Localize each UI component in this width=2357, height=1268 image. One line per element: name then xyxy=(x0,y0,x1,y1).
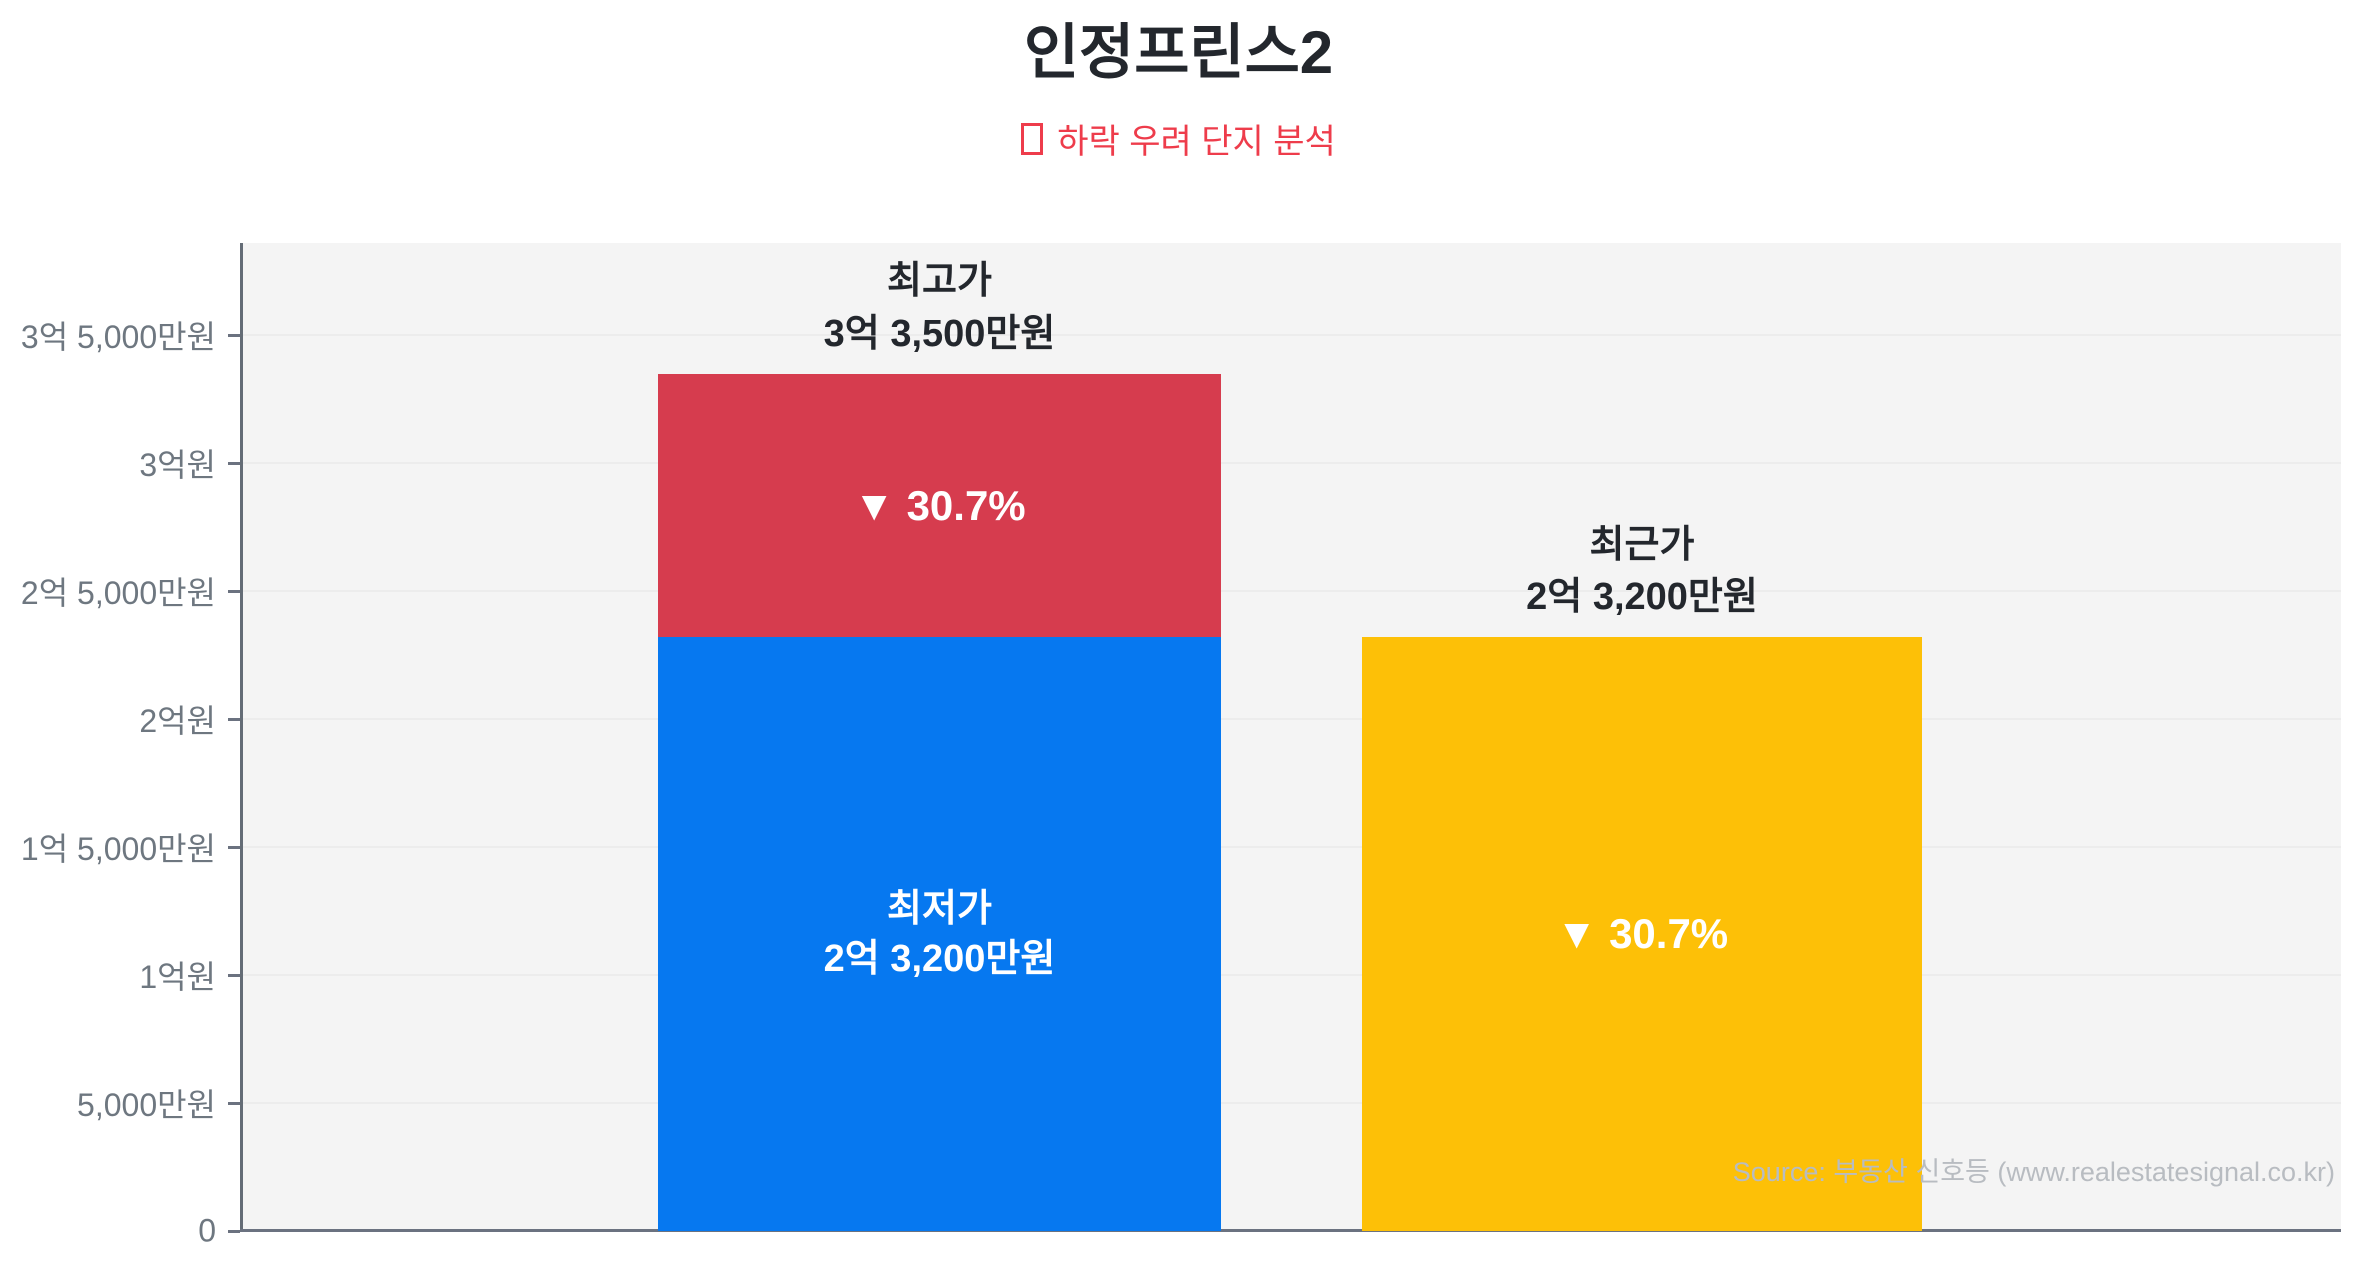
plot-area: Source: 부동산 신호등 (www.realestatesignal.co… xyxy=(21,243,2341,1249)
y-tick xyxy=(228,333,240,337)
box-glyph-icon xyxy=(1021,123,1044,155)
gridline xyxy=(243,974,2341,977)
bar-top-label-line: 최고가 xyxy=(887,260,992,303)
y-tick-label: 1억원 xyxy=(139,959,216,996)
bar-top-label-line: 3억 3,500만원 xyxy=(823,312,1056,355)
y-tick-label: 3억원 xyxy=(139,447,216,484)
y-axis-line xyxy=(240,243,243,1231)
gridline xyxy=(243,846,2341,849)
bar-segment-label-line: ▼ 30.7% xyxy=(853,481,1026,529)
gridline xyxy=(243,334,2341,337)
bar-top-label-highest-price-stack: 최고가 3억 3,500만원 xyxy=(824,255,1056,359)
bar-segment-recent-price: ▼ 30.7% xyxy=(1362,637,1922,1231)
gridline xyxy=(243,718,2341,721)
bar-segment-lowest-price: 최저가 2억 3,200만원 xyxy=(658,637,1221,1231)
x-axis-line xyxy=(240,1229,2341,1232)
y-tick-label: 1억 5,000만원 xyxy=(20,831,216,868)
gridline xyxy=(243,1102,2341,1105)
y-tick xyxy=(228,845,240,849)
y-tick xyxy=(228,717,240,721)
y-tick-label: 2억원 xyxy=(139,703,216,740)
y-tick-label: 0 xyxy=(198,1212,216,1249)
page-title: 인정프린스2 xyxy=(1023,19,1334,86)
bar-segment-decline-range: ▼ 30.7% xyxy=(658,373,1221,638)
y-tick xyxy=(228,589,240,593)
y-tick xyxy=(228,973,240,977)
y-tick-label: 2억 5,000만원 xyxy=(20,575,216,612)
chart-subtitle: 하락 우려 단지 분석 xyxy=(0,114,2357,163)
y-tick-label: 3억 5,000만원 xyxy=(20,319,216,356)
bar-segment-label-line: 최저가 xyxy=(887,887,992,930)
y-tick xyxy=(228,461,240,465)
source-note: Source: 부동산 신호등 (www.realestatesignal.co… xyxy=(1732,1157,2335,1187)
bar-segment-label-line: 2억 3,200만원 xyxy=(823,938,1056,981)
bar-segment-label-line: ▼ 30.7% xyxy=(1555,910,1729,958)
bar-top-label-line: 2억 3,200만원 xyxy=(1526,576,1758,619)
gridline xyxy=(243,462,2341,465)
bar-top-label-line: 최근가 xyxy=(1589,524,1695,567)
gridline xyxy=(243,590,2341,593)
subtitle-text: 하락 우려 단지 분석 xyxy=(1057,123,1336,161)
y-tick xyxy=(228,1229,240,1233)
y-tick xyxy=(228,1101,240,1105)
bar-top-label-recent-price-bar: 최근가 2억 3,200만원 xyxy=(1526,519,1758,623)
y-tick-label: 5,000만원 xyxy=(77,1087,216,1124)
